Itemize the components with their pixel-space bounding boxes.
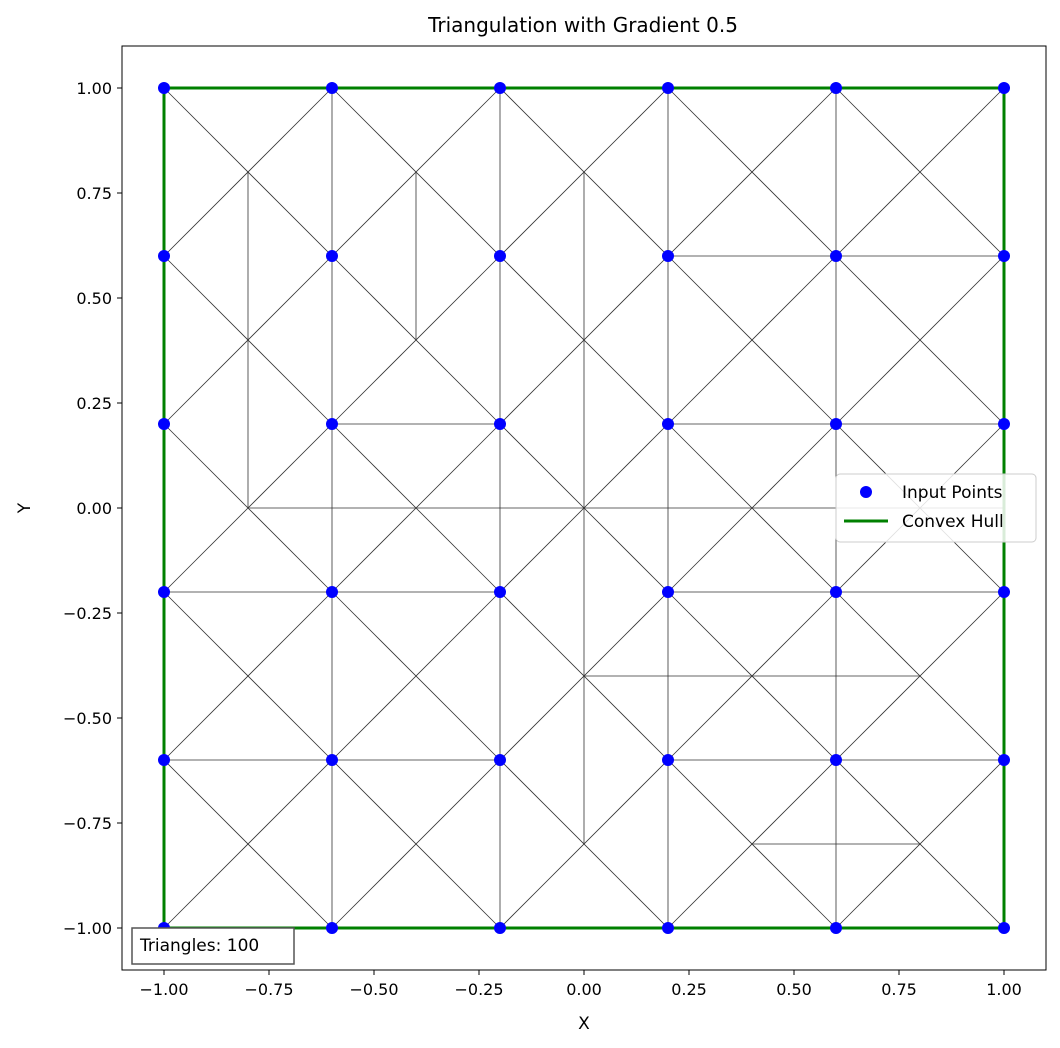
x-tick-label: −0.50 <box>349 980 398 999</box>
legend: Input Points Convex Hull <box>835 473 1037 543</box>
input-point <box>494 922 506 934</box>
triangulation-edge <box>331 759 501 929</box>
legend-label-convex-hull: Convex Hull <box>902 512 1004 532</box>
x-tick-label: 0.25 <box>671 980 707 999</box>
y-tick-label: 1.00 <box>76 79 112 98</box>
input-point <box>662 82 674 94</box>
input-point <box>662 922 674 934</box>
triangulation-edge <box>163 759 333 929</box>
input-point <box>998 418 1010 430</box>
triangulation-edges <box>163 87 1005 929</box>
triangulation-edge <box>835 255 1005 425</box>
input-point <box>662 754 674 766</box>
input-point <box>662 586 674 598</box>
y-axis-title: Y <box>15 502 35 514</box>
input-point <box>830 922 842 934</box>
y-tick-label: 0.50 <box>76 289 112 308</box>
input-point <box>494 586 506 598</box>
legend-marker-input-points <box>860 486 872 498</box>
chart-title: Triangulation with Gradient 0.5 <box>427 13 738 37</box>
annotation-text: Triangles: 100 <box>139 936 259 956</box>
x-tick-label: −0.75 <box>244 980 293 999</box>
input-point <box>494 418 506 430</box>
input-point <box>662 250 674 262</box>
x-tick-label: 0.75 <box>881 980 917 999</box>
x-tick-label: 0.00 <box>566 980 602 999</box>
triangulation-edge <box>667 255 837 425</box>
input-point <box>998 586 1010 598</box>
input-point <box>830 418 842 430</box>
input-point <box>998 754 1010 766</box>
y-tick-label: −0.50 <box>63 709 112 728</box>
y-tick-label: 0.25 <box>76 394 112 413</box>
input-point <box>830 586 842 598</box>
x-tick-label: −1.00 <box>139 980 188 999</box>
input-point <box>158 82 170 94</box>
legend-label-input-points: Input Points <box>902 483 1003 503</box>
legend-box <box>835 473 1037 543</box>
input-point <box>158 250 170 262</box>
input-point <box>494 82 506 94</box>
input-point <box>998 250 1010 262</box>
x-axis-ticks: −1.00 −0.75 −0.50 −0.25 0.00 0.25 0.50 0.75 1.00 <box>139 970 1022 999</box>
input-point <box>326 250 338 262</box>
input-point <box>998 82 1010 94</box>
y-axis-ticks: −1.00 −0.75 −0.50 −0.25 0.00 0.25 0.50 0.75 1.00 <box>63 79 122 938</box>
input-point <box>326 586 338 598</box>
input-point <box>326 418 338 430</box>
input-point <box>830 754 842 766</box>
annotation-box <box>131 927 295 965</box>
input-point <box>830 250 842 262</box>
input-point <box>494 754 506 766</box>
y-tick-label: 0.75 <box>76 184 112 203</box>
input-point <box>158 754 170 766</box>
x-tick-label: 0.50 <box>776 980 812 999</box>
input-points <box>158 82 1010 934</box>
triangulation-edge <box>331 591 501 761</box>
triangle-count-annotation: Triangles: 100 <box>131 927 295 965</box>
input-point <box>158 418 170 430</box>
triangulation-edge <box>667 87 837 257</box>
x-tick-label: −0.25 <box>454 980 503 999</box>
y-tick-label: 0.00 <box>76 499 112 518</box>
input-point <box>326 754 338 766</box>
triangulation-edge <box>835 87 1005 257</box>
triangulation-edge <box>163 591 333 761</box>
input-point <box>494 250 506 262</box>
x-axis-title: X <box>578 1014 590 1034</box>
input-point <box>326 82 338 94</box>
input-point <box>998 922 1010 934</box>
input-point <box>662 418 674 430</box>
y-tick-label: −1.00 <box>63 919 112 938</box>
input-point <box>830 82 842 94</box>
x-tick-label: 1.00 <box>986 980 1022 999</box>
input-point <box>158 586 170 598</box>
input-point <box>326 922 338 934</box>
y-tick-label: −0.25 <box>63 604 112 623</box>
y-tick-label: −0.75 <box>63 814 112 833</box>
